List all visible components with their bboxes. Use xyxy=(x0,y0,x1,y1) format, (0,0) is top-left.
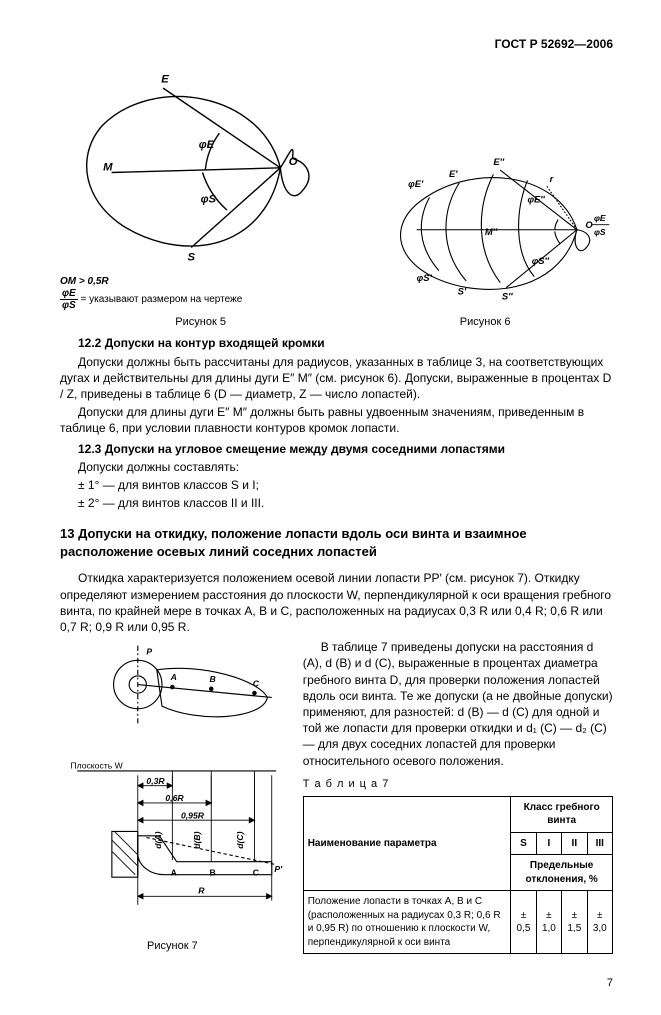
sec-13-title: 13 Допуски на откидку, положение лопасти… xyxy=(60,525,613,560)
sec-12-2-p1: Допуски должны быть рассчитаны для радиу… xyxy=(60,354,613,403)
svg-text:φS′: φS′ xyxy=(417,273,433,283)
svg-text:S: S xyxy=(188,252,196,264)
sec-13-p2: В таблице 7 приведены допуски на расстоя… xyxy=(303,639,613,769)
figure-6: E″ E′ M″ S″ S′ O r φE″ φE′ φS′ φS″ φE φS… xyxy=(357,136,613,330)
svg-text:φE″: φE″ xyxy=(528,194,546,204)
t7-class-ii: II xyxy=(562,832,587,855)
t7-val-s: ± 0,5 xyxy=(511,891,536,954)
fig5-caption: Рисунок 5 xyxy=(60,315,341,330)
svg-text:A: A xyxy=(171,868,177,878)
svg-text:0,6R: 0,6R xyxy=(165,793,184,803)
sec-12-3-title: 12.3 Допуски на угловое смещение между д… xyxy=(60,441,613,457)
t7-val-ii: ± 1,5 xyxy=(562,891,587,954)
figure-7-svg: P A B C Плоскость W 0,3R 0,6R 0,95R R d(… xyxy=(60,637,285,931)
svg-text:φS: φS xyxy=(594,227,606,237)
svg-text:r: r xyxy=(550,174,555,184)
svg-text:d(C): d(C) xyxy=(235,832,245,849)
svg-text:O: O xyxy=(289,156,298,168)
svg-text:C: C xyxy=(253,868,259,878)
svg-text:φE: φE xyxy=(594,213,606,223)
svg-text:d(A): d(A) xyxy=(153,832,163,849)
figure-6-svg: E″ E′ M″ S″ S′ O r φE″ φE′ φS′ φS″ φE φS xyxy=(357,136,613,306)
t7-head-param: Наименование параметра xyxy=(303,796,511,891)
figure-7: P A B C Плоскость W 0,3R 0,6R 0,95R R d(… xyxy=(60,637,285,954)
svg-text:E′: E′ xyxy=(449,169,458,179)
fig5-note-om: OM > 0,5R xyxy=(60,275,341,288)
svg-text:E″: E″ xyxy=(494,157,505,167)
svg-text:φS″: φS″ xyxy=(532,256,550,266)
fig6-caption: Рисунок 6 xyxy=(357,315,613,330)
svg-text:Плоскость W: Плоскость W xyxy=(70,761,123,771)
sec-12-2-title: 12.2 Допуски на контур входящей кромки xyxy=(60,335,613,351)
svg-text:M″: M″ xyxy=(485,227,498,237)
svg-text:d(B): d(B) xyxy=(192,832,202,849)
page-number: 7 xyxy=(60,976,613,991)
figure-5-svg: E M S O φE φS xyxy=(60,60,341,266)
sec-12-2-p2: Допуски для длины дуги E″ M″ должны быть… xyxy=(60,404,613,436)
t7-head-dev: Предельные отклонения, % xyxy=(511,855,613,891)
svg-text:C: C xyxy=(253,678,260,688)
t7-head-class: Класс гребного винта xyxy=(511,796,613,832)
svg-text:0,95R: 0,95R xyxy=(181,811,205,821)
sec-12-3-p2: ± 1° — для винтов классов S и I; xyxy=(60,477,613,493)
svg-text:M: M xyxy=(103,162,113,174)
t7-val-iii: ± 3,0 xyxy=(587,891,612,954)
table-7: Наименование параметра Класс гребного ви… xyxy=(303,796,613,955)
svg-text:φE: φE xyxy=(199,139,215,151)
svg-text:A: A xyxy=(170,672,177,682)
svg-text:0,3R: 0,3R xyxy=(146,776,165,786)
svg-text:P′: P′ xyxy=(274,864,283,874)
t7-row-param: Положение лопасти в точках А, В и С (рас… xyxy=(303,891,511,954)
table7-label: Т а б л и ц а 7 xyxy=(303,777,613,792)
t7-class-s: S xyxy=(511,832,536,855)
svg-text:R: R xyxy=(198,886,205,896)
fig5-ratio-note: φE φS = указывают размером на чертеже xyxy=(60,288,341,311)
fig7-caption: Рисунок 7 xyxy=(60,939,285,954)
svg-text:E: E xyxy=(161,74,169,86)
svg-text:P: P xyxy=(146,646,152,656)
svg-text:B: B xyxy=(210,868,216,878)
svg-text:O: O xyxy=(586,220,594,230)
svg-text:φE′: φE′ xyxy=(408,179,424,189)
svg-text:S″: S″ xyxy=(502,292,513,302)
svg-text:φS: φS xyxy=(201,194,217,206)
sec-12-3-p3: ± 2° — для винтов классов II и III. xyxy=(60,495,613,511)
figure-5: E M S O φE φS OM > 0,5R φE φS = указываю… xyxy=(60,60,341,329)
figures-row: E M S O φE φS OM > 0,5R φE φS = указываю… xyxy=(60,60,613,329)
svg-text:S′: S′ xyxy=(458,287,467,297)
svg-text:B: B xyxy=(210,674,216,684)
t7-class-iii: III xyxy=(587,832,612,855)
t7-class-i: I xyxy=(536,832,561,855)
sec-12-3-p1: Допуски должны составлять: xyxy=(60,459,613,475)
doc-number: ГОСТ Р 52692—2006 xyxy=(60,36,613,52)
t7-val-i: ± 1,0 xyxy=(536,891,561,954)
sec-13-p1: Откидка характеризуется положением осево… xyxy=(60,570,613,635)
